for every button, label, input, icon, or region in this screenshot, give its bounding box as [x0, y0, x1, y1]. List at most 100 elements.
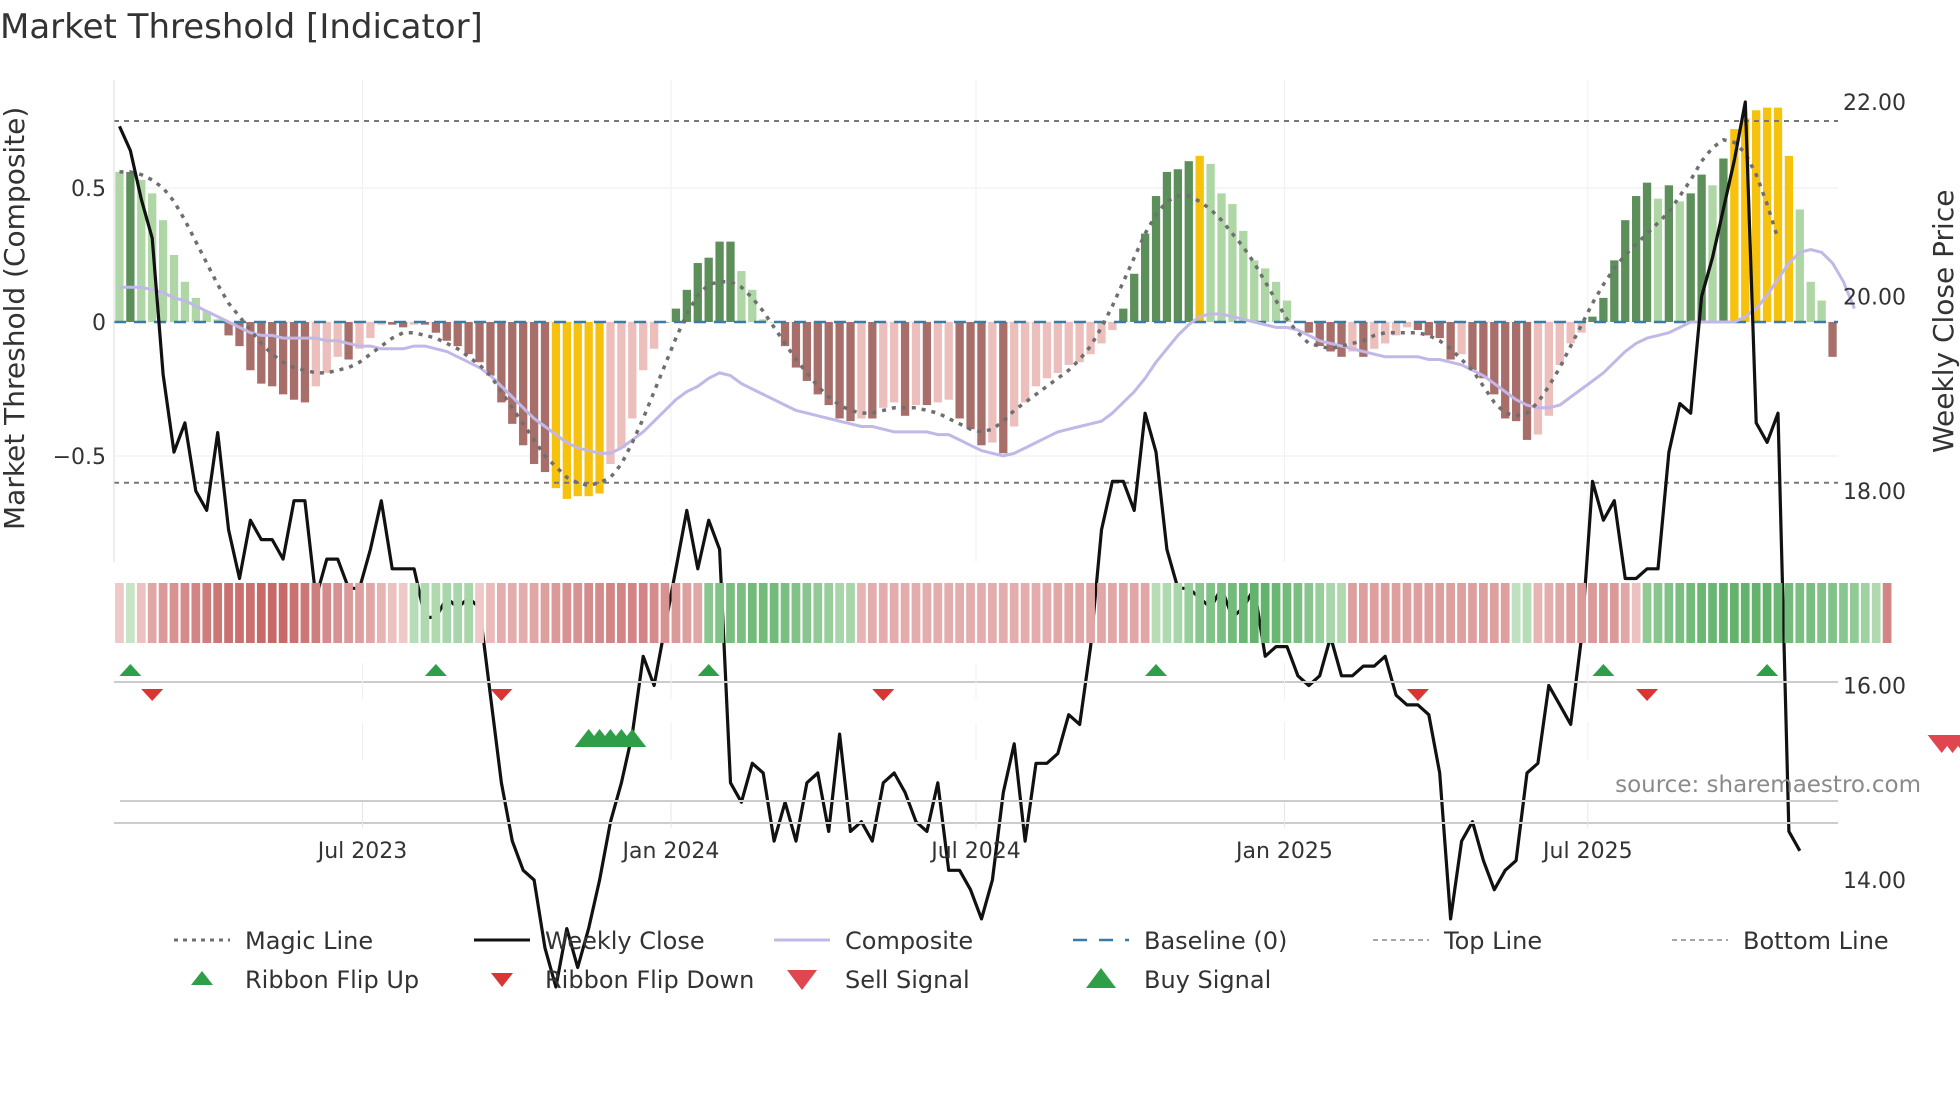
histogram-bar — [573, 322, 582, 497]
histogram-bar — [1042, 322, 1052, 379]
ribbon-cell — [496, 583, 506, 643]
ribbon-cell — [1446, 583, 1456, 643]
histogram-bar — [693, 263, 702, 322]
ribbon-cell — [1653, 583, 1663, 643]
ribbon-cell — [1009, 583, 1019, 643]
histogram-bar — [355, 322, 364, 349]
ribbon-cell — [737, 583, 746, 643]
ribbon-cell — [1118, 583, 1128, 643]
histogram-bar — [900, 322, 910, 416]
weekly-close-line — [118, 100, 1802, 989]
ribbon-cell — [998, 583, 1008, 643]
ribbon-cell — [289, 583, 299, 643]
ribbon-cell — [1075, 583, 1085, 643]
ribbon-cell — [1850, 583, 1859, 643]
ribbon-cell — [213, 583, 223, 643]
x-axis: Jul 2023 Jan 2024 Jul 2024 Jan 2025 Jul 2025 — [114, 802, 1838, 864]
legend-swatch-buy — [1086, 968, 1116, 988]
ribbon-cell — [617, 583, 626, 643]
ribbon-cell — [769, 583, 779, 643]
ribbon-cell — [1828, 583, 1837, 643]
ribbon-cell — [1293, 583, 1303, 643]
ribbon-cell — [1435, 583, 1445, 643]
histogram-bar — [497, 322, 506, 403]
ribbon-cell — [758, 583, 768, 643]
legend-label: Sell Signal — [845, 966, 970, 994]
x-tick-label: Jul 2025 — [1541, 839, 1633, 864]
legend-swatch-flip-down — [491, 973, 513, 987]
ribbon-cell — [1108, 583, 1117, 643]
histogram-bar — [879, 322, 888, 408]
ribbon-cell — [1053, 583, 1063, 643]
ribbon-cell — [1249, 583, 1259, 643]
buy-signal-marker — [618, 729, 647, 747]
ribbon-cell — [1675, 583, 1685, 643]
ribbon-cell — [715, 583, 724, 643]
ribbon-cell — [387, 583, 397, 643]
ribbon-flip-down-marker — [490, 689, 513, 701]
histogram-bar — [1304, 322, 1313, 333]
ribbon-cell — [1413, 583, 1423, 643]
ribbon-flip-down-marker — [1636, 689, 1659, 701]
histogram-bar — [1108, 322, 1117, 331]
ribbon-cell — [1031, 583, 1041, 643]
ribbon-cell — [1566, 583, 1576, 643]
ribbon-cell — [846, 583, 855, 643]
histogram-bar — [715, 241, 724, 322]
ribbon-cell — [988, 583, 997, 643]
histogram-bar — [748, 289, 757, 322]
y-axis-left-label: Market Threshold (Composite) — [0, 107, 31, 530]
legend-label: Weekly Close — [545, 927, 705, 955]
histogram-bar — [246, 322, 255, 371]
ribbon-cell — [1358, 583, 1368, 643]
ribbon-cell — [584, 583, 594, 643]
chart-title: Market Threshold [Indicator] — [0, 7, 483, 47]
ribbon-cell — [191, 583, 201, 643]
ribbon-cell — [169, 583, 179, 643]
histogram-bar — [1533, 322, 1543, 435]
histogram-bar — [300, 322, 310, 403]
ribbon-cell — [1129, 583, 1139, 643]
histogram-bar — [704, 257, 713, 322]
histogram-bar — [1435, 322, 1444, 339]
y-tick-right-label: 16.00 — [1843, 675, 1906, 700]
y-axis-right-label: Weekly Close Price — [1927, 190, 1960, 453]
magic-line — [119, 137, 1780, 488]
ribbon-cell — [933, 583, 943, 643]
histogram-bar — [1511, 322, 1521, 422]
histogram-bar — [1642, 182, 1652, 322]
histogram-bar — [1184, 161, 1193, 322]
y-tick-left-label: 0 — [92, 311, 106, 336]
ribbon-cell — [1238, 583, 1248, 643]
ribbon-cell — [366, 583, 375, 643]
ribbon-cell — [1697, 583, 1706, 643]
ribbon-cell — [147, 583, 157, 643]
ribbon-cell — [1184, 583, 1194, 643]
histogram-bar — [1381, 322, 1390, 344]
axes: 0.5 0 −0.5 22.00 20.00 18.00 16.00 14.00 — [53, 80, 1906, 894]
histogram-bar — [1806, 281, 1815, 322]
histogram-bar — [388, 322, 397, 325]
histogram-bar — [1424, 322, 1433, 336]
ribbon-flip-up-marker — [1592, 664, 1615, 676]
ribbon-cell — [322, 583, 332, 643]
ribbon-cell — [551, 583, 561, 643]
histogram-bar — [475, 322, 484, 363]
ribbon-cell — [1762, 583, 1772, 643]
ribbon-cell — [977, 583, 986, 643]
histogram-bar — [1391, 322, 1401, 336]
ribbon-cell — [398, 583, 408, 643]
ribbon-cell — [1086, 583, 1095, 643]
histogram-bar — [1119, 308, 1128, 322]
histogram-bar — [1752, 110, 1761, 322]
ribbon-flip-up-marker — [424, 664, 447, 676]
ribbon-cell — [1839, 583, 1848, 643]
ribbon-cell — [256, 583, 266, 643]
legend-swatch-flip-up — [191, 971, 213, 985]
histogram-bar — [802, 322, 812, 381]
ribbon-flip-up-marker — [697, 664, 720, 676]
histogram-bar — [1773, 107, 1783, 322]
histogram-bar — [791, 322, 801, 368]
histogram-bar — [1795, 209, 1804, 322]
ribbon-cell — [922, 583, 932, 643]
